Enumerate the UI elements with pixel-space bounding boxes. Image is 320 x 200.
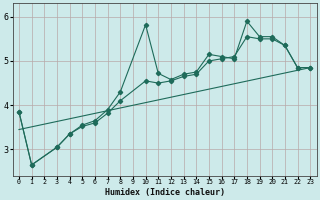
- X-axis label: Humidex (Indice chaleur): Humidex (Indice chaleur): [105, 188, 225, 197]
